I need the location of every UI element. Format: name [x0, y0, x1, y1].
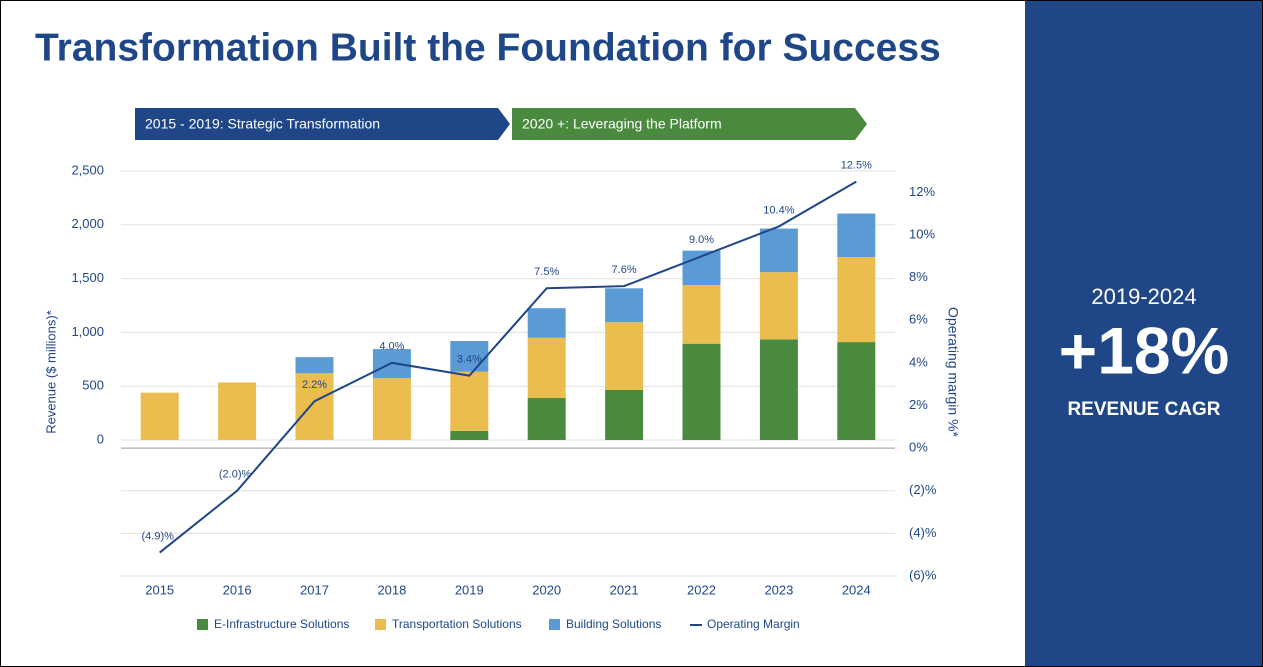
x-tick-label: 2016 — [223, 582, 252, 597]
y2-tick-label: 10% — [909, 226, 935, 241]
data-label: 9.0% — [689, 234, 714, 246]
y-tick-label: 1,500 — [71, 270, 104, 285]
bar-segment — [759, 272, 798, 340]
x-tick-label: 2019 — [455, 582, 484, 597]
data-label: (4.9)% — [141, 530, 174, 542]
y2-tick-label: (6)% — [909, 567, 937, 582]
x-tick-label: 2020 — [532, 582, 561, 597]
bar-segment — [450, 430, 489, 440]
data-label: 10.4% — [763, 204, 794, 216]
bar-segment — [682, 343, 721, 440]
bar-segment — [450, 371, 489, 431]
bar-segment — [527, 337, 566, 399]
y2-tick-label: 2% — [909, 397, 928, 412]
margin-line — [159, 180, 857, 554]
phase-arrow — [135, 108, 510, 140]
bar-segment — [372, 378, 411, 440]
legend-label: Building Solutions — [566, 617, 661, 631]
x-tick-label: 2023 — [764, 582, 793, 597]
x-tick-label: 2015 — [145, 582, 174, 597]
callout-label: REVENUE CAGR — [1067, 399, 1220, 420]
y2-tick-label: 12% — [909, 184, 935, 199]
x-tick-label: 2024 — [842, 582, 871, 597]
bar-segment — [450, 341, 489, 372]
y-tick-label: 1,000 — [71, 324, 104, 339]
y-tick-label: 2,500 — [71, 162, 104, 177]
bar-segment — [527, 398, 566, 440]
bar-segment — [605, 322, 644, 390]
x-tick-label: 2022 — [687, 582, 716, 597]
bar-segment — [218, 382, 257, 440]
bar-segment — [605, 288, 644, 323]
x-tick-label: 2017 — [300, 582, 329, 597]
bar-segment — [837, 213, 876, 258]
bar-segment — [140, 392, 179, 440]
y2-tick-label: 6% — [909, 312, 928, 327]
legend-swatch — [375, 619, 386, 630]
callout-period: 2019-2024 — [1091, 284, 1196, 309]
side-panel — [1025, 0, 1263, 667]
data-label: 4.0% — [379, 341, 404, 353]
bar-segment — [527, 308, 566, 338]
bar-segment — [682, 285, 721, 344]
legend-label: Transportation Solutions — [392, 617, 522, 631]
legend-label: Operating Margin — [707, 617, 800, 631]
y-tick-label: 500 — [82, 378, 104, 393]
data-label: 12.5% — [841, 160, 872, 172]
y2-axis-label: Operating margin %* — [945, 307, 961, 438]
data-label: 2.2% — [302, 379, 327, 391]
legend-label: E-Infrastructure Solutions — [214, 617, 349, 631]
phase-label: 2015 - 2019: Strategic Transformation — [145, 116, 380, 132]
phase-arrow — [512, 108, 867, 140]
data-label: (2.0)% — [219, 469, 252, 481]
chart-title: Transformation Built the Foundation for … — [35, 26, 941, 69]
y-tick-label: 0 — [97, 431, 104, 446]
data-label: 7.5% — [534, 266, 559, 278]
bar-segment — [295, 357, 334, 374]
bar-segment — [837, 257, 876, 343]
callout-value: +18% — [1059, 313, 1230, 387]
y2-tick-label: (4)% — [909, 525, 937, 540]
data-label: 3.4% — [457, 354, 482, 366]
y-tick-label: 2,000 — [71, 216, 104, 231]
legend-swatch — [197, 619, 208, 630]
bar-segment — [295, 373, 334, 440]
y2-tick-label: 4% — [909, 354, 928, 369]
phase-label: 2020 +: Leveraging the Platform — [522, 116, 722, 132]
y2-tick-label: (2)% — [909, 482, 937, 497]
bar-segment — [837, 342, 876, 440]
bar-segment — [605, 389, 644, 440]
y2-tick-label: 0% — [909, 440, 928, 455]
legend-swatch — [549, 619, 560, 630]
x-tick-label: 2018 — [377, 582, 406, 597]
data-label: 7.6% — [612, 264, 637, 276]
bar-segment — [759, 228, 798, 273]
bar-segment — [759, 339, 798, 440]
y2-tick-label: 8% — [909, 269, 928, 284]
y-axis-label: Revenue ($ millions)* — [43, 310, 58, 434]
x-tick-label: 2021 — [610, 582, 639, 597]
